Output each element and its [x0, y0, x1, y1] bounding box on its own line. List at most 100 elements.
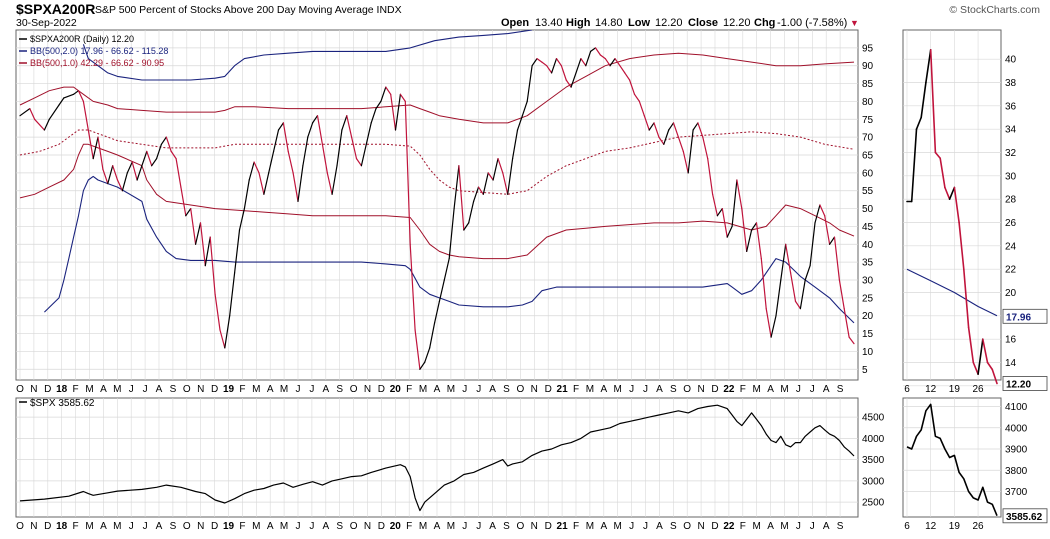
zoom-series-segment [929, 48, 937, 154]
spxa200r-series-segment [33, 118, 46, 131]
spxa200r-series-segment [48, 104, 60, 120]
spxa200r-series-segment [453, 165, 460, 210]
spx-x-tick-label: M [419, 521, 427, 532]
zoom-y-tick-label: 26 [1005, 218, 1017, 229]
spx-x-tick-label: 20 [390, 521, 402, 532]
spxa200r-series-segment [516, 115, 524, 131]
zoom-series-segment [981, 338, 989, 364]
chart-date: 30-Sep-2022 [16, 17, 77, 29]
main-x-tick-label: F [73, 384, 79, 395]
spxa200r-series-segment [214, 293, 221, 331]
zoom-y-tick-label: 28 [1005, 195, 1017, 206]
spxa200r-series-segment [58, 97, 65, 106]
spxa200r-series-segment [741, 208, 748, 252]
spxa200r-series-segment [604, 57, 611, 67]
main-x-tick-label: N [364, 384, 371, 395]
spxa200r-series-segment [750, 222, 758, 231]
spx-x-tick-label: S [837, 521, 844, 532]
spxa200r-series-segment [633, 93, 641, 103]
main-y-tick-label: 35 [862, 258, 874, 269]
spxa200r-series-segment [390, 93, 397, 131]
main-x-tick-label: 21 [557, 384, 569, 395]
spx-x-tick-label: M [614, 521, 622, 532]
main-x-tick-label: O [683, 384, 691, 395]
spxa200r-series [19, 47, 855, 370]
spxa200r-series-segment [833, 236, 841, 281]
spxa200r-series-segment [565, 79, 572, 88]
main-x-tick-label: D [711, 384, 718, 395]
spx-x-tick-label: A [267, 521, 274, 532]
zoom-series-segment [944, 186, 951, 200]
zoom-series-segment [962, 268, 970, 329]
spx-zoom-y-tick-label: 4000 [1005, 423, 1028, 434]
main-x-tick-label: A [600, 384, 607, 395]
spxa200r-series-segment [785, 243, 792, 274]
zoom-y-tick-label: 22 [1005, 265, 1017, 276]
main-x-tick-label: M [586, 384, 594, 395]
spx-x-tick-label: A [100, 521, 107, 532]
legend-entry: $SPXA200R (Daily) 12.20 [30, 34, 134, 44]
main-x-tick-label: J [462, 384, 467, 395]
low-label: Low [628, 17, 650, 29]
spxa200r-series-segment [546, 65, 553, 74]
spx-x-tick-label: M [753, 521, 761, 532]
spx-x-tick-label: A [656, 521, 663, 532]
spxa200r-series-segment [507, 158, 514, 195]
zoom-series [906, 48, 998, 385]
main-y-tick-label: 85 [862, 79, 874, 90]
spx-x-tick-label: 21 [557, 521, 569, 532]
main-y-tick-label: 40 [862, 240, 874, 251]
spxa200r-series-segment [360, 143, 367, 167]
spxa200r-series-segment [365, 122, 372, 145]
spx-x-axis: O N D 18 F M A M J J A S O N D 19 F M A M J J A S O N D 20 F M A M J J A S O… [16, 398, 844, 532]
main-x-tick-label: J [810, 384, 815, 395]
spxa200r-series-segment [755, 222, 762, 260]
spxa200r-series-segment [146, 150, 153, 167]
spx-y-tick-label: 3500 [862, 455, 885, 466]
spx-x-tick-label: 19 [223, 521, 235, 532]
open-label: Open [501, 17, 529, 29]
main-x-tick-label: 18 [56, 384, 68, 395]
legend-entry: BB(500,2.0) 17.96 - 66.62 - 115.28 [30, 46, 168, 56]
chg-label: Chg [754, 17, 775, 29]
spxa200r-series-segment [302, 136, 309, 167]
spxa200r-series-segment [82, 100, 89, 131]
zoom-series-segment [939, 157, 946, 189]
close-value: 12.20 [723, 17, 751, 29]
main-x-tick-label: M [85, 384, 93, 395]
main-x-tick-label: N [697, 384, 704, 395]
main-x-tick-label: A [489, 384, 496, 395]
zoom-x-axis: 6 12 19 26 [904, 30, 984, 395]
zoom-y-tick-label: 40 [1005, 55, 1017, 66]
spx-x-tick-label: J [296, 521, 301, 532]
spxa200r-series-segment [102, 168, 109, 185]
zoom-x-tick-label: 26 [972, 384, 984, 395]
zoom-series-segment [991, 368, 998, 385]
spx-x-tick-label: M [780, 521, 788, 532]
spxa200r-series-segment [824, 215, 831, 245]
zoom-x-tick-label: 19 [949, 384, 961, 395]
spxa200r-series-segment [394, 93, 401, 131]
spx-x-tick-label: S [336, 521, 343, 532]
zoom-y-tick-label: 20 [1005, 288, 1017, 299]
spxa200r-series-segment [799, 279, 806, 310]
main-plot-area [19, 30, 855, 370]
spxa200r-series-segment [643, 115, 650, 131]
spxa200r-series-segment [199, 222, 206, 267]
main-y-tick-label: 20 [862, 311, 874, 322]
spx-x-tick-label: O [350, 521, 358, 532]
main-legend: $SPXA200R (Daily) 12.20 BB(500,2.0) 17.96… [19, 34, 168, 68]
main-x-tick-label: N [30, 384, 37, 395]
main-x-tick-label: D [378, 384, 385, 395]
spx-zoom-x-tick-label: 12 [925, 521, 937, 532]
spxa200r-series-segment [77, 90, 85, 103]
main-x-tick-label: A [823, 384, 830, 395]
bb2-upper-band [82, 30, 533, 81]
zoom-y-tick-label: 38 [1005, 78, 1017, 89]
main-x-tick-label: M [280, 384, 288, 395]
zoom-series-segment [958, 221, 965, 271]
spxa200r-series-segment [468, 200, 475, 224]
spxa200r-series-segment [775, 279, 782, 317]
main-y-tick-label: 30 [862, 276, 874, 287]
